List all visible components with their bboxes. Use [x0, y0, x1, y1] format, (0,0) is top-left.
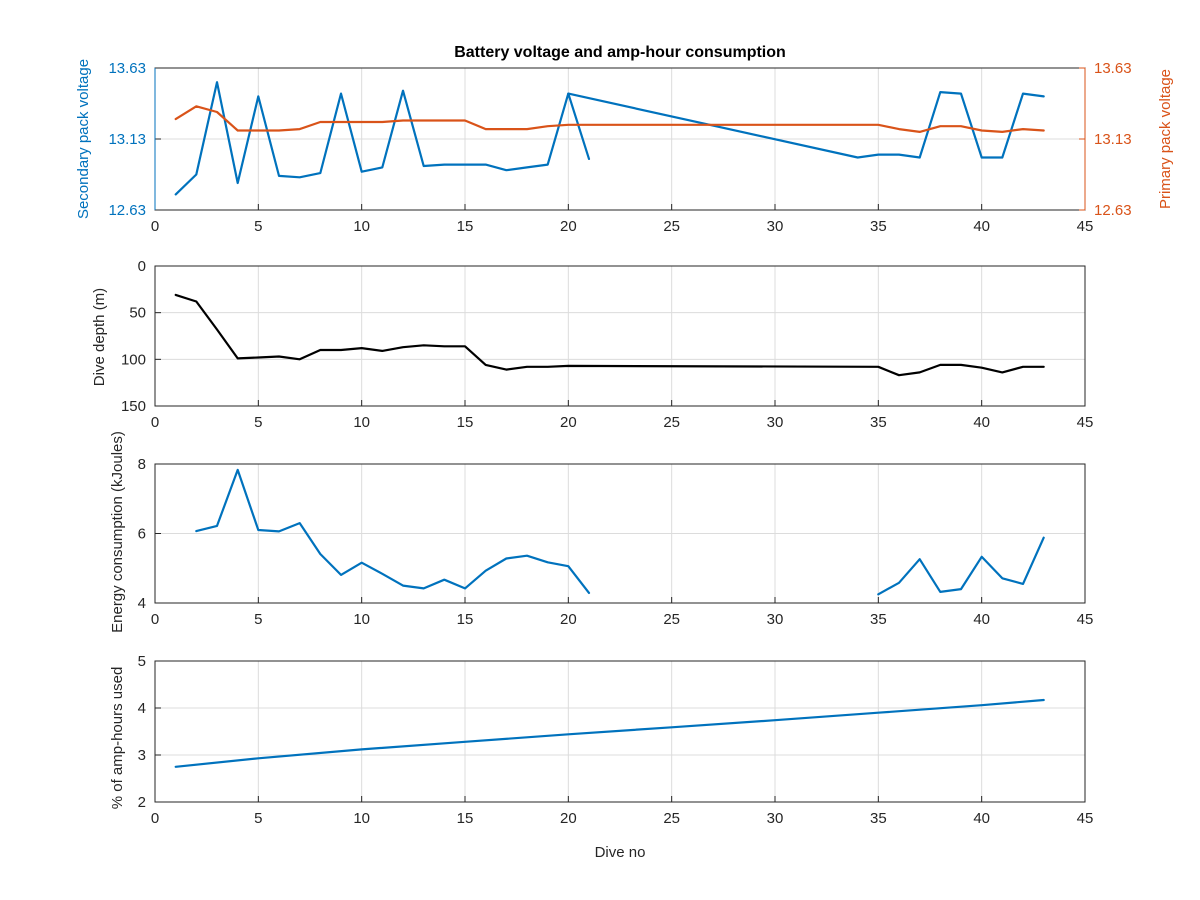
x-tick-label: 5 [254, 611, 262, 628]
panel-voltage: Battery voltage and amp-hour consumption… [75, 44, 1174, 235]
x-tick-label: 0 [151, 611, 159, 628]
x-tick-label: 15 [457, 611, 474, 628]
energy-ticks: 0 5 10 15 20 25 30 35 40 45 4 6 8 [138, 456, 1094, 628]
y-axis-label-primary-voltage: Primary pack voltage [1157, 69, 1174, 209]
series-line [174, 698, 1045, 768]
y-axis-label-secondary-voltage: Secondary pack voltage [75, 59, 92, 219]
x-tick-label: 45 [1077, 218, 1094, 235]
y-axis-label-depth: Dive depth (m) [91, 288, 108, 386]
x-tick-label: 45 [1077, 810, 1094, 827]
x-tick-label: 10 [353, 611, 370, 628]
y-axis-label-amp-hours: % of amp-hours used [109, 667, 126, 810]
y-right-tick-label: 13.13 [1094, 131, 1132, 148]
x-tick-label: 45 [1077, 611, 1094, 628]
y-tick-label: 8 [138, 456, 146, 473]
amp-hours-axes-box [154, 660, 1086, 803]
x-tick-label: 15 [457, 414, 474, 431]
x-tick-label: 30 [767, 611, 784, 628]
series-line [174, 293, 1045, 377]
y-axis-label-energy: Energy consumption (kJoules) [109, 431, 126, 633]
x-tick-label: 20 [560, 218, 577, 235]
y-tick-label: 4 [138, 595, 146, 612]
y-tick-label: 100 [121, 351, 146, 368]
panel-depth: 0 5 10 15 20 25 30 35 40 45 0 50 100 150 Dive depth (… [91, 258, 1093, 431]
x-tick-label: 30 [767, 218, 784, 235]
x-tick-label: 30 [767, 810, 784, 827]
y-tick-label: 0 [138, 258, 146, 275]
series-line [195, 468, 591, 595]
x-tick-label: 25 [663, 218, 680, 235]
energy-series [195, 468, 1045, 596]
y-tick-label: 5 [138, 653, 146, 670]
y-tick-label: 6 [138, 526, 146, 543]
panel-energy: 0 5 10 15 20 25 30 35 40 45 4 6 8 Energy consumption… [109, 431, 1093, 633]
y-tick-label: 150 [121, 398, 146, 415]
x-tick-label: 15 [457, 810, 474, 827]
x-tick-label: 40 [973, 611, 990, 628]
series-line [174, 81, 591, 196]
x-tick-label: 30 [767, 414, 784, 431]
x-tick-label: 20 [560, 611, 577, 628]
y-right-tick-label: 13.63 [1094, 60, 1132, 77]
depth-axes-box [154, 265, 1086, 407]
x-tick-label: 40 [973, 414, 990, 431]
depth-grid [154, 265, 1086, 407]
y-tick-label: 3 [138, 747, 146, 764]
x-tick-label: 25 [663, 611, 680, 628]
voltage-grid [154, 67, 1086, 211]
x-tick-label: 25 [663, 414, 680, 431]
x-tick-label: 0 [151, 218, 159, 235]
voltage-series [174, 81, 1045, 196]
x-tick-label: 15 [457, 218, 474, 235]
voltage-ticks: 0 5 10 15 20 25 30 35 40 4512.6313.1313.6312.6313… [108, 60, 1131, 235]
y-tick-label: 50 [129, 305, 146, 322]
y-right-tick-label: 12.63 [1094, 202, 1132, 219]
x-axis-label: Dive no [595, 844, 646, 861]
x-tick-label: 0 [151, 810, 159, 827]
y-tick-label: 4 [138, 700, 146, 717]
x-tick-label: 35 [870, 414, 887, 431]
x-tick-label: 35 [870, 810, 887, 827]
x-tick-label: 20 [560, 810, 577, 827]
x-tick-label: 35 [870, 611, 887, 628]
series-line [174, 105, 1045, 133]
x-tick-label: 35 [870, 218, 887, 235]
depth-ticks: 0 5 10 15 20 25 30 35 40 45 0 50 100 150 [121, 258, 1093, 431]
x-tick-label: 20 [560, 414, 577, 431]
x-tick-label: 5 [254, 810, 262, 827]
x-tick-label: 5 [254, 414, 262, 431]
x-tick-label: 10 [353, 810, 370, 827]
x-tick-label: 40 [973, 810, 990, 827]
y-tick-label: 12.63 [108, 202, 146, 219]
x-tick-label: 40 [973, 218, 990, 235]
y-tick-label: 13.13 [108, 131, 146, 148]
energy-grid [154, 463, 1086, 604]
series-line [567, 90, 1045, 159]
depth-series [174, 293, 1045, 377]
x-tick-label: 45 [1077, 414, 1094, 431]
x-tick-label: 10 [353, 218, 370, 235]
series-line [877, 536, 1045, 596]
x-tick-label: 25 [663, 810, 680, 827]
y-tick-label: 2 [138, 794, 146, 811]
x-tick-label: 10 [353, 414, 370, 431]
chart-title: Battery voltage and amp-hour consumption [454, 44, 786, 61]
amp-hours-series [174, 698, 1045, 768]
y-tick-label: 13.63 [108, 60, 146, 77]
x-tick-label: 0 [151, 414, 159, 431]
x-tick-label: 5 [254, 218, 262, 235]
